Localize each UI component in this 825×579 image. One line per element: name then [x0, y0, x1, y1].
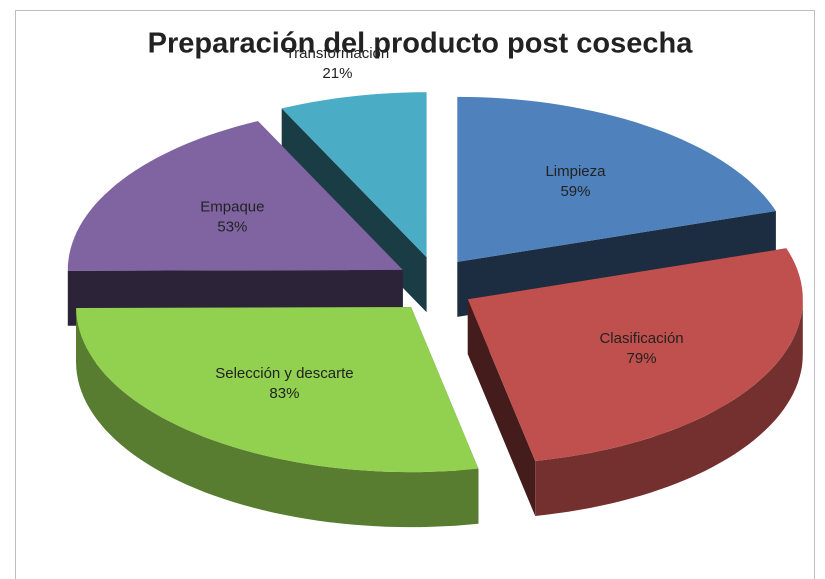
data-label-value: 59%	[560, 183, 590, 200]
slice	[467, 248, 803, 516]
slice	[76, 307, 479, 528]
slice-wall	[76, 308, 479, 528]
slice-top	[67, 121, 403, 271]
data-label-value: 83%	[269, 385, 299, 402]
data-label-name: Empaque	[200, 198, 264, 215]
slice-top	[457, 96, 776, 262]
slice-side	[467, 299, 536, 516]
data-label-value: 53%	[217, 218, 247, 235]
data-label-name: Selección y descarte	[215, 365, 353, 382]
data-label-name: Limpieza	[545, 163, 606, 180]
slice-top	[467, 248, 803, 461]
chart-title: Preparación del producto post cosecha	[148, 28, 694, 60]
data-label-name: Clasificación	[599, 330, 683, 347]
slice-top	[281, 92, 427, 258]
data-label-value: 79%	[627, 350, 657, 367]
data-label-name: Transformación	[286, 45, 390, 62]
slice-wall	[535, 299, 803, 516]
slice-top	[76, 307, 479, 473]
data-label-value: 21%	[322, 65, 352, 82]
